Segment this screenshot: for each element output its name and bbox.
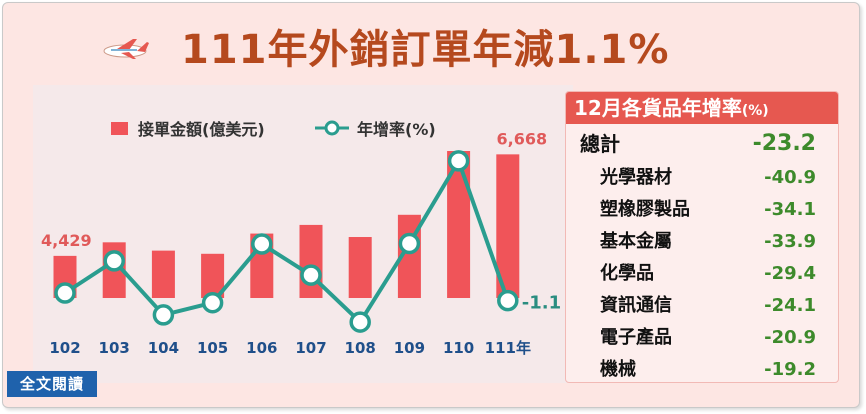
growth-point-108 [349,311,371,333]
category-value: -34.1 [764,199,816,220]
x-tick-label: 104 [148,339,179,357]
category-row: 機械 -19.2 [566,356,838,384]
panel-title: 12月各貨品年增率(%) [566,92,838,124]
x-tick-label: 111年 [485,339,531,357]
legend-line-swatch [315,120,349,136]
chart-plot: 102 4,429 103 104 105 106 107 108 109 110 111年 6,66… [41,129,561,357]
legend-bar-label: 接單金額(億美元) [138,120,265,139]
x-tick-label: 102 [49,339,80,357]
x-tick-label: 106 [246,339,277,357]
growth-point-104 [152,304,175,326]
bar-data-label: 6,668 [496,129,547,148]
category-label: 光學器材 [600,167,672,188]
category-row: 化學品 -29.4 [566,260,838,288]
total-row: 總計 -23.2 [566,130,838,158]
category-value: -20.9 [764,327,816,348]
legend-line: 年增率(%) [315,117,436,139]
bar-data-label: 4,429 [41,231,92,250]
bar-111年 [496,154,520,298]
category-row: 資訊通信 -24.1 [566,292,838,320]
growth-point-109 [398,232,421,255]
category-label: 機械 [600,359,636,380]
bar-104 [151,250,175,298]
growth-point-106 [251,233,273,255]
growth-point-110 [447,150,470,172]
category-label: 化學品 [600,263,654,284]
infographic-frame: 111年外銷訂單年減1.1% 接單金額(億美元) 年增率(%) 102 4,429… [2,2,860,408]
panel-title-text: 12月各貨品年增率 [574,96,742,120]
growth-point-102 [54,282,76,304]
growth-point-111年 [497,289,519,312]
x-tick-label: 110 [443,339,474,357]
bar-110 [447,151,471,298]
category-panel: 12月各貨品年增率(%) 總計 -23.2 光學器材 -40.9 塑橡膠製品 -34.1 基… [565,91,839,383]
growth-line [63,156,510,326]
category-row: 塑橡膠製品 -34.1 [566,196,838,224]
x-tick-label: 108 [345,339,376,357]
bar-105 [201,253,225,298]
category-row: 基本金屬 -33.9 [566,228,838,256]
category-value: -33.9 [764,231,816,252]
category-row: 電子產品 -20.9 [566,324,838,352]
category-label: 總計 [580,132,620,156]
airplane-icon [103,39,149,59]
category-value: -19.2 [764,359,816,380]
x-tick-label: 107 [295,339,326,357]
legend-line-label: 年增率(%) [357,120,436,139]
category-row: 光學器材 -40.9 [566,164,838,192]
bar-108 [348,237,372,298]
category-label: 塑橡膠製品 [600,199,690,220]
bar-107 [299,224,323,298]
full-text-button[interactable]: 全文閱讀 [7,371,97,397]
category-value: -23.2 [752,131,816,156]
legend-bar-swatch [111,121,128,135]
x-tick-label: 105 [197,339,228,357]
growth-point-105 [201,291,224,314]
category-value: -29.4 [764,263,816,284]
growth-point-103 [103,250,125,272]
panel-unit: (%) [741,103,769,119]
category-value: -24.1 [764,295,816,316]
category-label: 電子產品 [600,327,672,348]
category-label: 資訊通信 [600,295,672,316]
legend-bar: 接單金額(億美元) [111,117,265,139]
category-value: -40.9 [764,167,816,188]
category-label: 基本金屬 [600,231,672,252]
line-data-label: -1.1 [522,293,561,314]
x-tick-label: 109 [394,339,425,357]
x-tick-label: 103 [99,339,130,357]
growth-point-107 [300,264,322,286]
page-title: 111年外銷訂單年減1.1% [181,27,670,73]
